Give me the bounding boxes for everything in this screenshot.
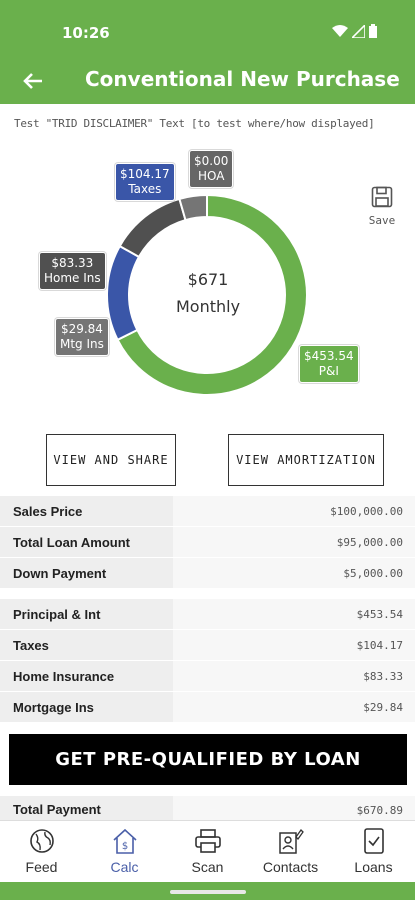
nav-calc[interactable]: $ Calc — [83, 821, 166, 882]
row-value: $104.17 — [173, 630, 415, 660]
signal-icon — [352, 24, 365, 38]
payment-details-table: Principal & Int $453.54 Taxes $104.17 Ho… — [0, 599, 415, 723]
taxes-tag: $104.17 Taxes — [115, 163, 175, 201]
row-label: Sales Price — [0, 496, 173, 526]
loan-details-table: Sales Price $100,000.00 Total Loan Amoun… — [0, 496, 415, 589]
nav-loans[interactable]: Loans — [332, 821, 415, 882]
status-bar: 10:26 — [0, 0, 415, 60]
back-button[interactable] — [18, 66, 48, 96]
save-button[interactable]: Save — [364, 186, 400, 227]
view-and-share-button[interactable]: VIEW AND SHARE — [46, 434, 176, 486]
contacts-icon — [278, 828, 304, 854]
monthly-amount: $671 — [187, 270, 229, 289]
printer-icon — [194, 829, 221, 853]
status-time: 10:26 — [62, 24, 110, 42]
disclaimer-text: Test "TRID DISCLAIMER" Text [to test whe… — [14, 117, 375, 130]
row-value: $95,000.00 — [173, 527, 415, 557]
status-icons — [332, 24, 377, 38]
pi-slice — [116, 193, 308, 396]
mtg-ins-slice — [178, 193, 208, 222]
nav-feed[interactable]: Feed — [0, 821, 83, 882]
row-label: Taxes — [0, 630, 173, 660]
payment-donut-chart — [106, 193, 308, 396]
total-payment-row: Total Payment $670.89 — [0, 796, 415, 820]
nav-label: Loans — [354, 859, 393, 875]
checklist-icon — [363, 828, 384, 854]
row-value: $29.84 — [173, 692, 415, 722]
monthly-label: Monthly — [175, 297, 241, 316]
bottom-nav: Feed $ Calc Scan Contacts Loans — [0, 820, 415, 882]
tag-name: P&I — [318, 364, 339, 378]
view-amortization-button[interactable]: VIEW AMORTIZATION — [228, 434, 384, 486]
nav-label: Contacts — [262, 859, 319, 875]
calc-house-icon: $ — [112, 828, 137, 854]
tag-amount: $83.33 — [51, 256, 94, 270]
gesture-bar — [0, 882, 415, 900]
taxes-slice — [106, 244, 141, 342]
row-label: Principal & Int — [0, 599, 173, 629]
row-value: $100,000.00 — [173, 496, 415, 526]
hoa-tag: $0.00 HOA — [189, 150, 234, 188]
page-title: Conventional New Purchase — [85, 67, 400, 91]
tag-name: HOA — [197, 169, 225, 183]
nav-label: Calc — [110, 859, 139, 875]
arrow-left-icon — [23, 73, 42, 89]
row-value: $453.54 — [173, 599, 415, 629]
tag-amount: $453.54 — [304, 349, 354, 363]
mtg-ins-tag: $29.84 Mtg Ins — [55, 318, 109, 356]
app-bar: Conventional New Purchase — [0, 60, 415, 104]
home-ins-slice — [118, 197, 187, 259]
nav-label: Feed — [25, 859, 58, 875]
home-indicator[interactable] — [170, 890, 246, 894]
total-value: $670.89 — [173, 796, 415, 820]
globe-icon — [29, 829, 54, 853]
row-label: Down Payment — [0, 558, 173, 588]
table-row: Mortgage Ins $29.84 — [0, 692, 415, 723]
pi-tag: $453.54 P&I — [299, 345, 359, 383]
row-value: $5,000.00 — [173, 558, 415, 588]
table-row: Principal & Int $453.54 — [0, 599, 415, 630]
tag-name: Mtg Ins — [60, 337, 104, 351]
wifi-icon — [332, 24, 348, 37]
table-row: Taxes $104.17 — [0, 630, 415, 661]
home-ins-tag: $83.33 Home Ins — [39, 252, 106, 290]
svg-text:$: $ — [121, 841, 127, 852]
row-value: $83.33 — [173, 661, 415, 691]
save-label: Save — [368, 214, 396, 227]
row-label: Mortgage Ins — [0, 692, 173, 722]
donut-center: $671 Monthly — [138, 270, 278, 316]
get-prequalified-button[interactable]: GET PRE-QUALIFIED BY LOAN — [9, 734, 407, 785]
tag-amount: $104.17 — [120, 167, 170, 181]
tag-name: Home Ins — [44, 271, 101, 285]
row-label: Total Loan Amount — [0, 527, 173, 557]
table-row: Total Loan Amount $95,000.00 — [0, 527, 415, 558]
table-row: Sales Price $100,000.00 — [0, 496, 415, 527]
row-label: Home Insurance — [0, 661, 173, 691]
total-label: Total Payment — [0, 796, 173, 820]
save-icon — [371, 186, 393, 208]
nav-contacts[interactable]: Contacts — [249, 821, 332, 882]
nav-scan[interactable]: Scan — [166, 821, 249, 882]
table-row: Home Insurance $83.33 — [0, 661, 415, 692]
nav-label: Scan — [191, 859, 224, 875]
tag-amount: $0.00 — [194, 154, 229, 168]
battery-icon — [369, 24, 377, 38]
table-row: Down Payment $5,000.00 — [0, 558, 415, 589]
tag-name: Taxes — [128, 182, 162, 196]
tag-amount: $29.84 — [60, 322, 103, 336]
